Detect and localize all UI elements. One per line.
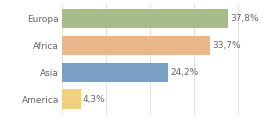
Bar (62, 9, 228, 28)
Text: 24,2%: 24,2% (170, 68, 199, 77)
Bar (62, 63, 168, 82)
Bar (62, 36, 210, 55)
Text: 37,8%: 37,8% (230, 14, 259, 23)
Text: 4,3%: 4,3% (83, 95, 106, 104)
Text: 33,7%: 33,7% (212, 41, 241, 50)
Bar (62, 90, 81, 109)
